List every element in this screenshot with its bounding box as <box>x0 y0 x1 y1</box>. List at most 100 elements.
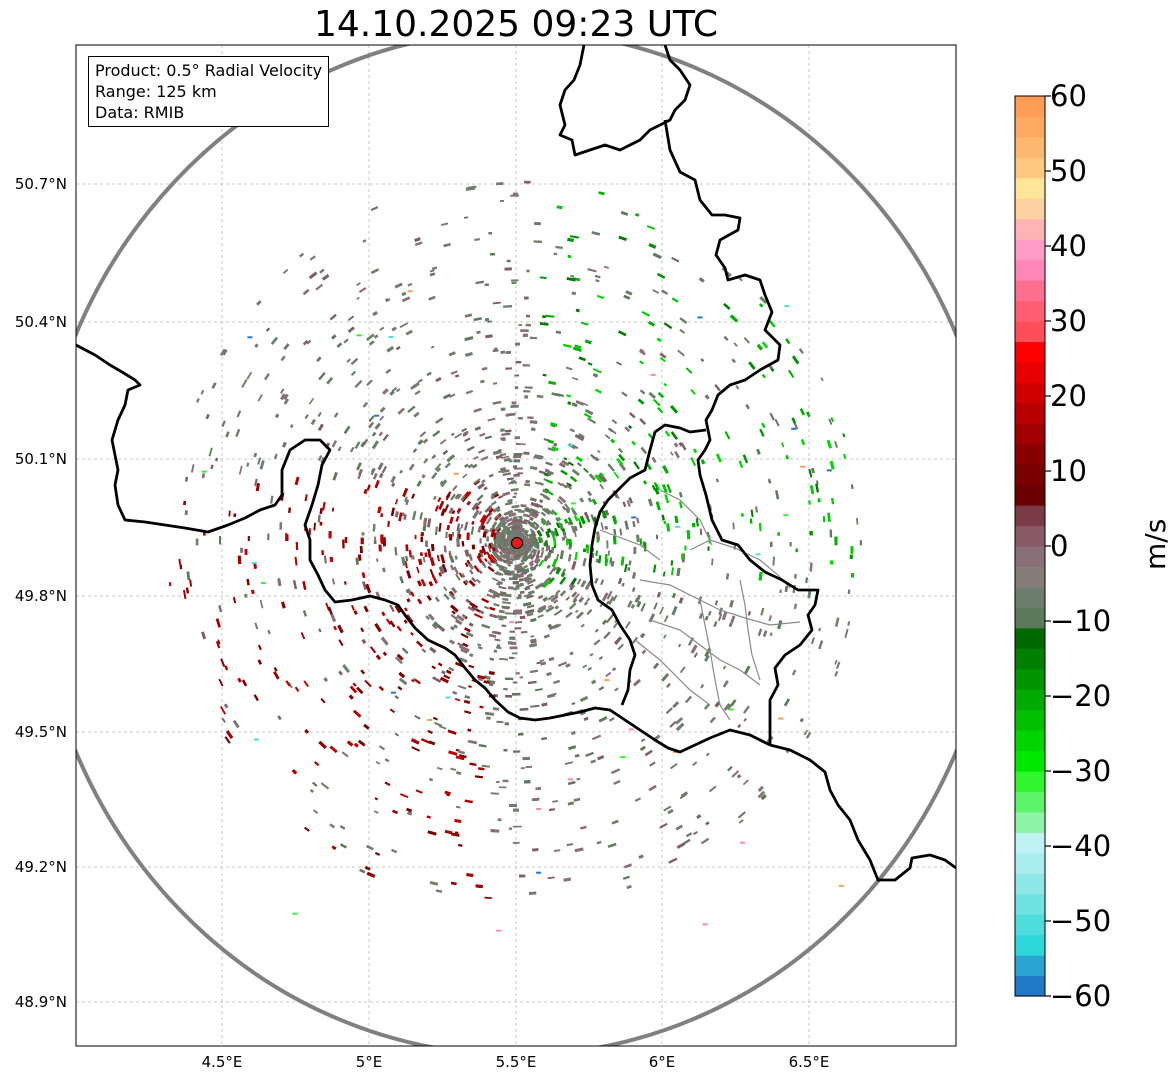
echo-gate <box>637 398 645 405</box>
echo-gate <box>205 413 210 420</box>
echo-gate <box>526 578 536 585</box>
echo-gate <box>402 512 405 517</box>
echo-gate <box>769 632 773 637</box>
echo-gate <box>419 431 426 438</box>
echo-gate <box>434 505 439 512</box>
echo-gate <box>613 529 617 535</box>
echo-gate <box>362 239 367 243</box>
echo-gate <box>452 484 458 492</box>
echo-gate <box>613 780 621 785</box>
echo-gate <box>558 462 566 468</box>
echo-gate <box>565 366 573 371</box>
echo-gate <box>391 482 396 487</box>
echo-gate <box>514 436 521 440</box>
echo-gate <box>556 205 563 209</box>
echo-gate <box>676 842 686 849</box>
echo-gate <box>299 252 304 258</box>
echo-gate <box>567 554 572 562</box>
echo-gate <box>183 500 187 506</box>
echo-gate <box>686 367 693 374</box>
echo-gate <box>738 819 744 824</box>
echo-gate <box>492 505 501 513</box>
echo-gate <box>429 272 436 277</box>
echo-gate <box>224 665 229 671</box>
echo-gate <box>759 428 765 437</box>
echo-gate <box>505 517 513 523</box>
echo-gate <box>627 600 633 608</box>
echo-gate <box>546 564 551 569</box>
echo-gate <box>389 708 395 713</box>
echo-gate <box>830 417 834 423</box>
echo-gate <box>757 628 763 637</box>
echo-gate <box>526 604 535 609</box>
echo-gate <box>431 544 435 551</box>
echo-gate <box>426 815 431 819</box>
echo-gate <box>464 562 469 567</box>
echo-gate <box>331 334 337 340</box>
echo-gate <box>502 779 509 783</box>
echo-gate <box>267 629 271 635</box>
echo-gate <box>523 519 530 523</box>
echo-gate <box>625 290 633 296</box>
echo-gate <box>546 472 552 477</box>
echo-gate <box>447 729 457 735</box>
echo-gate <box>488 589 494 594</box>
echo-gate <box>579 515 586 525</box>
echo-gate <box>662 571 666 577</box>
echo-gate <box>484 512 491 520</box>
echo-gate <box>320 782 330 790</box>
echo-gate <box>578 356 586 362</box>
echo-gate <box>294 686 300 692</box>
echo-gate <box>548 657 555 662</box>
echo-gate <box>501 577 506 582</box>
echo-gate <box>664 430 671 437</box>
echo-gate <box>458 754 467 759</box>
echo-gate <box>757 785 764 792</box>
echo-gate <box>438 522 442 532</box>
echo-gate <box>803 729 809 736</box>
echo-gate <box>439 439 447 445</box>
echo-gate <box>482 563 487 568</box>
echo-gate <box>477 674 486 680</box>
echo-gate <box>433 495 437 500</box>
echo-gate <box>320 698 326 704</box>
echo-gate <box>380 636 389 646</box>
echo-gate <box>317 514 321 523</box>
echo-gate <box>288 507 292 513</box>
echo-gate <box>413 411 420 418</box>
echo-gate <box>661 289 669 295</box>
echo-gate <box>777 532 780 536</box>
echo-gate <box>550 595 559 603</box>
echo-gate <box>690 388 696 395</box>
echo-gate <box>509 656 515 659</box>
echo-gate <box>783 698 791 707</box>
echo-gate <box>547 876 555 880</box>
echo-gate <box>578 433 585 439</box>
echo-gate <box>285 534 289 541</box>
echo-gate <box>273 667 278 672</box>
echo-gate <box>512 841 520 844</box>
echo-gate <box>520 504 527 508</box>
echo-gate <box>480 524 486 531</box>
echo-gate <box>850 546 854 554</box>
echo-gate <box>569 475 578 483</box>
echo-gate <box>489 589 498 595</box>
echo-gate <box>253 562 257 569</box>
echo-gate <box>441 222 449 226</box>
echo-gate <box>648 391 657 399</box>
echo-gate <box>571 731 576 735</box>
echo-gate <box>535 541 540 548</box>
echo-gate <box>545 531 551 538</box>
echo-gate <box>511 692 521 696</box>
echo-gate <box>495 646 502 650</box>
echo-gate <box>396 625 402 632</box>
echo-gate <box>329 745 338 754</box>
echo-gate <box>499 591 507 595</box>
echo-gate <box>520 767 525 770</box>
echo-gate <box>521 568 530 573</box>
radar-echoes <box>168 180 862 932</box>
echo-gate <box>663 634 667 639</box>
echo-gate <box>722 680 729 688</box>
echo-gate <box>670 560 674 566</box>
echo-gate <box>416 480 422 487</box>
